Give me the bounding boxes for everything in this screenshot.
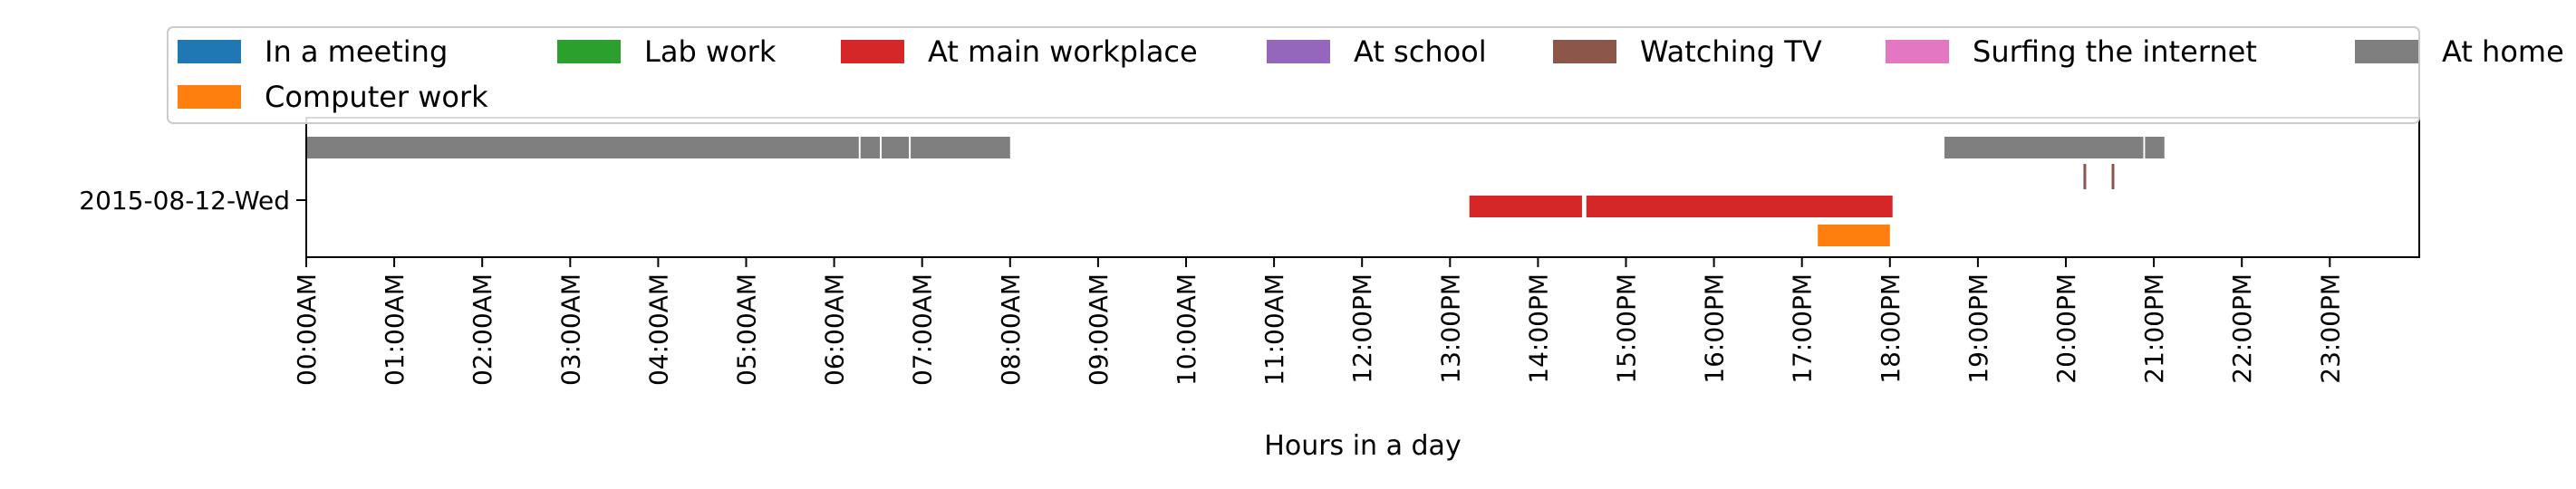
legend-swatch xyxy=(178,40,241,63)
legend-swatch xyxy=(1267,40,1330,63)
x-tick-label: 20:00PM xyxy=(2051,273,2081,384)
x-tick-label: 21:00PM xyxy=(2139,273,2169,384)
x-tick-label: 11:00AM xyxy=(1259,273,1289,386)
x-tick-label: 04:00AM xyxy=(643,273,673,386)
bar-at-home-3 xyxy=(911,137,1010,158)
legend-swatch xyxy=(178,85,241,109)
legend-label: Lab work xyxy=(644,34,777,69)
x-tick-label: 09:00AM xyxy=(1084,273,1114,386)
x-tick-label: 13:00PM xyxy=(1435,273,1465,384)
legend-swatch xyxy=(557,40,621,63)
activity-bars xyxy=(306,137,2165,246)
bar-watching-tv-0 xyxy=(2083,164,2087,189)
x-tick-label: 16:00PM xyxy=(1700,273,1730,384)
x-tick-label: 08:00AM xyxy=(996,273,1026,386)
x-tick-label: 06:00AM xyxy=(820,273,850,386)
bar-at-home-0 xyxy=(306,137,859,158)
legend-box xyxy=(167,26,2420,124)
bar-at-home-2 xyxy=(882,137,910,158)
legend-label: Watching TV xyxy=(1640,34,1822,69)
legend: In a meeting Lab work At main workplace At … xyxy=(167,26,2564,124)
x-tick-label: 07:00AM xyxy=(908,273,938,386)
x-tick-label: 03:00AM xyxy=(555,273,585,386)
x-tick-label: 17:00PM xyxy=(1788,273,1818,384)
x-tick-label: 01:00AM xyxy=(380,273,410,386)
x-tick-label: 23:00PM xyxy=(2315,273,2345,384)
legend-label: Computer work xyxy=(265,80,488,114)
bar-watching-tv-1 xyxy=(2111,164,2115,189)
x-tick-label: 14:00PM xyxy=(1523,273,1553,384)
bar-computer-work-0 xyxy=(1818,225,1890,246)
legend-swatch xyxy=(2355,40,2418,63)
y-axis-ticks: 2015-08-12-Wed xyxy=(79,186,306,216)
bar-at-home-4 xyxy=(1944,137,2144,158)
bar-at-main-workplace-0 xyxy=(1469,196,1582,217)
x-tick-label: 05:00AM xyxy=(732,273,762,386)
legend-label: At main workplace xyxy=(928,34,1198,69)
bar-at-home-5 xyxy=(2145,137,2165,158)
legend-swatch xyxy=(841,40,904,63)
legend-label: Surfing the internet xyxy=(1973,34,2257,69)
y-tick-label: 2015-08-12-Wed xyxy=(79,186,290,216)
x-tick-label: 22:00PM xyxy=(2227,273,2257,384)
x-tick-label: 02:00AM xyxy=(468,273,497,386)
x-tick-label: 10:00AM xyxy=(1172,273,1201,386)
x-axis-label: Hours in a day xyxy=(1264,430,1461,462)
x-tick-label: 15:00PM xyxy=(1612,273,1642,384)
legend-label: In a meeting xyxy=(265,34,448,69)
x-tick-label: 00:00AM xyxy=(292,273,322,386)
legend-swatch xyxy=(1886,40,1949,63)
x-tick-label: 18:00PM xyxy=(1876,273,1905,384)
bar-at-main-workplace-1 xyxy=(1586,196,1893,217)
x-axis-ticks: 00:00AM 01:00AM 02:00AM 03:00AM 04:00AM 05:00… xyxy=(292,257,2345,386)
x-tick-label: 19:00PM xyxy=(1963,273,1993,384)
x-tick-label: 12:00PM xyxy=(1347,273,1377,384)
legend-label: At home xyxy=(2442,34,2564,69)
legend-swatch xyxy=(1553,40,1616,63)
bar-at-home-1 xyxy=(860,137,881,158)
legend-label: At school xyxy=(1354,34,1487,69)
